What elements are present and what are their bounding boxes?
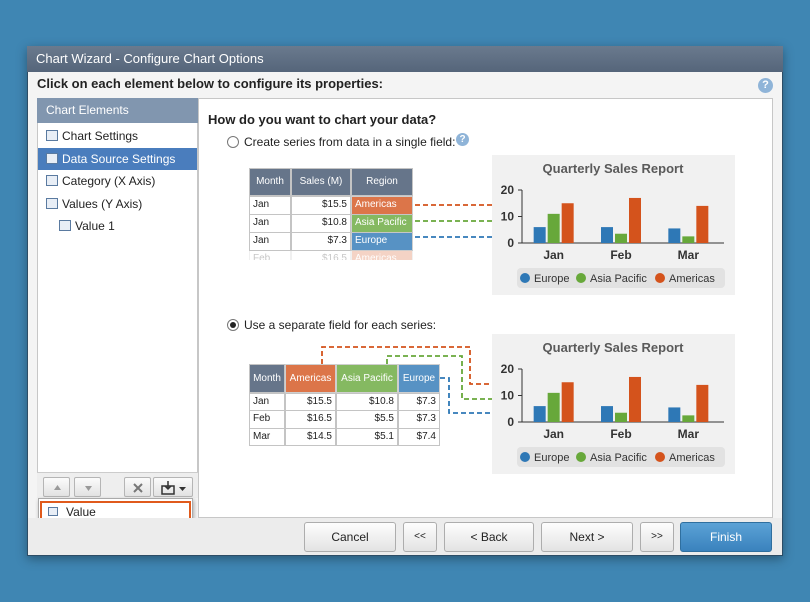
button[interactable]: >> — [640, 522, 674, 552]
instruction: Click on each element below to configure… — [37, 76, 384, 91]
move-down-button[interactable] — [74, 477, 101, 497]
table-cell: Americas — [351, 250, 413, 260]
table-cell: $7.3 — [398, 393, 440, 412]
table-header: Region — [351, 168, 413, 196]
item-label: Value 1 — [75, 219, 115, 233]
table-header: Sales (M) — [291, 168, 351, 196]
window-title: Chart Wizard - Configure Chart Options — [27, 46, 783, 72]
table-cell: $5.1 — [336, 427, 398, 446]
radio-button[interactable] — [227, 136, 239, 148]
table-cell: Feb — [249, 410, 285, 429]
menu-icon — [48, 507, 58, 516]
option-label: Create series from data in a single fiel… — [244, 135, 456, 149]
table-cell: Feb — [249, 250, 291, 260]
table-header: Month — [249, 168, 291, 196]
item-icon — [59, 220, 71, 231]
add-button[interactable] — [153, 477, 193, 497]
button[interactable]: < Back — [444, 522, 534, 552]
table-cell: Jan — [249, 232, 291, 251]
radio-button[interactable] — [227, 319, 239, 331]
table-header: Europe — [398, 364, 440, 393]
table-cell: $15.5 — [291, 196, 351, 215]
help-icon[interactable]: ? — [758, 78, 773, 93]
table-header: Month — [249, 364, 285, 393]
item-icon — [46, 197, 58, 209]
icon — [161, 481, 186, 495]
item-icon — [46, 152, 58, 164]
icon — [85, 486, 92, 491]
sidebar-header: Chart Elements — [37, 98, 198, 123]
table-cell: Jan — [249, 393, 285, 412]
table-header: Americas — [285, 364, 336, 393]
table-cell: $14.5 — [285, 427, 336, 446]
icon — [133, 483, 143, 493]
sidebar-item[interactable]: Values (Y Axis) — [38, 193, 197, 215]
item-label: Chart Settings — [62, 129, 139, 143]
icon — [54, 485, 61, 490]
table-cell: $15.5 — [285, 393, 336, 412]
delete-button[interactable] — [124, 477, 151, 497]
table-header: Asia Pacific — [336, 364, 398, 393]
table-cell: $5.5 — [336, 410, 398, 429]
table-cell: $7.3 — [291, 232, 351, 251]
table-cell: Europe — [351, 232, 413, 251]
option-label: Use a separate field for each series: — [244, 318, 437, 332]
item-label: Data Source Settings — [62, 151, 176, 166]
sidebar-item[interactable]: Value 1 — [38, 215, 197, 237]
button[interactable]: Next > — [541, 522, 633, 552]
item-label: Category (X Axis) — [62, 174, 156, 188]
item-icon — [46, 130, 58, 141]
sidebar-item[interactable]: Data Source Settings — [38, 147, 197, 170]
table-cell: $16.5 — [285, 410, 336, 429]
table-cell: $7.3 — [398, 410, 440, 429]
button[interactable]: Finish — [680, 522, 772, 552]
table-cell: $10.8 — [336, 393, 398, 412]
button[interactable]: Cancel — [304, 522, 396, 552]
table-cell: Asia Pacific — [351, 214, 413, 233]
table-cell: Jan — [249, 214, 291, 233]
sidebar-item[interactable]: Chart Settings — [38, 125, 197, 147]
help-icon[interactable]: ? — [456, 133, 469, 146]
item-label: Values (Y Axis) — [62, 196, 143, 211]
table-cell: Americas — [351, 196, 413, 215]
table-cell: Jan — [249, 196, 291, 215]
sidebar-toolbar — [37, 472, 198, 498]
button[interactable]: << — [403, 522, 437, 552]
main-panel — [198, 98, 773, 518]
sidebar-item[interactable]: Category (X Axis) — [38, 170, 197, 192]
table-cell: Mar — [249, 427, 285, 446]
question: How do you want to chart your data? — [208, 112, 437, 127]
table-cell: $16.5 — [291, 250, 351, 260]
table-cell: $7.4 — [398, 427, 440, 446]
move-up-button[interactable] — [43, 477, 70, 497]
item-icon — [46, 175, 58, 186]
table-cell: $10.8 — [291, 214, 351, 233]
